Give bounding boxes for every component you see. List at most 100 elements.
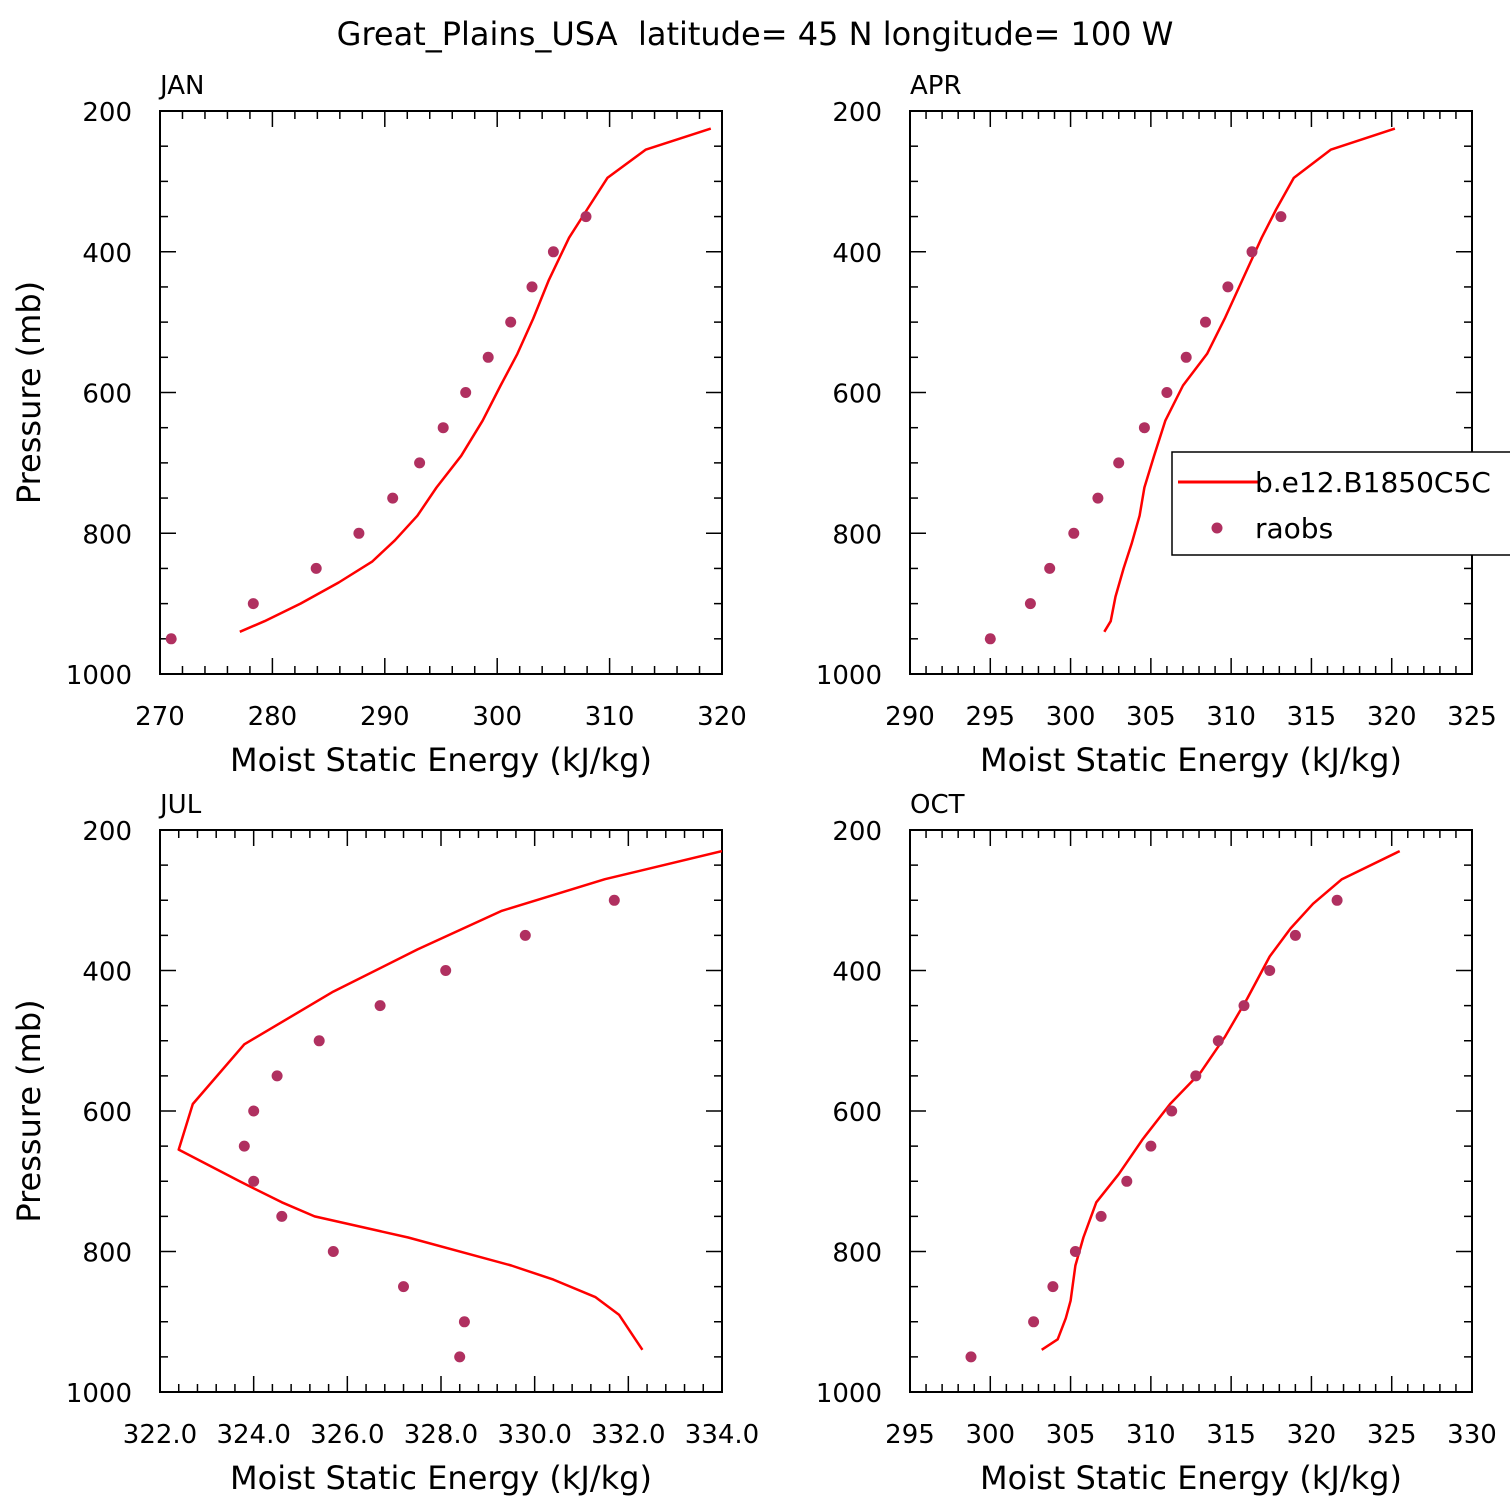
x-tick-label: 290 — [360, 702, 410, 732]
x-tick-label: 280 — [248, 702, 298, 732]
obs-data-point — [1222, 281, 1234, 293]
obs-data-point — [482, 351, 494, 363]
obs-data-point — [1069, 1246, 1081, 1257]
obs-data-point — [1200, 316, 1211, 328]
model-series-line — [1041, 849, 1401, 1351]
obs-data-point — [1121, 1175, 1133, 1187]
obs-data-point — [1145, 1140, 1157, 1152]
x-tick-label: 326.0 — [310, 1420, 384, 1450]
x-tick-label: 300 — [965, 1420, 1015, 1450]
y-axis-label: Pressure (mb) — [10, 281, 48, 504]
x-tick-label: 320 — [1287, 1420, 1337, 1450]
panel-apr: 290 295 300 305 310 315 320 325 200 400 600 800 1000… — [816, 71, 1497, 779]
x-tick-label: 320 — [697, 702, 747, 732]
plot-data — [177, 849, 722, 1363]
plot-frame — [159, 110, 723, 675]
y-tick-label: 400 — [82, 958, 132, 988]
y-tick-label: 800 — [82, 520, 132, 550]
obs-data-point — [310, 562, 322, 574]
x-tick-label: 322.0 — [123, 1420, 197, 1450]
y-tick-label: 600 — [832, 380, 882, 410]
model-series-line — [1103, 127, 1396, 633]
legend-box — [1171, 451, 1510, 556]
y-tick-label: 1000 — [816, 1379, 882, 1409]
panel-label: APR — [910, 71, 962, 101]
obs-data-point — [1212, 1035, 1224, 1047]
y-tick-label: 200 — [82, 98, 132, 128]
x-tick-label: 290 — [885, 702, 935, 732]
obs-data-point — [519, 929, 531, 941]
x-tick-label: 325 — [1447, 702, 1497, 732]
obs-data-point — [271, 1070, 283, 1082]
x-tick-label: 300 — [472, 702, 522, 732]
y-tick-label: 1000 — [66, 661, 132, 691]
x-axis-label: Moist Static Energy (kJ/kg) — [230, 741, 652, 779]
x-tick-label: 334.0 — [685, 1420, 759, 1450]
obs-data-point — [1161, 387, 1173, 398]
obs-data-point — [387, 492, 399, 504]
obs-data-point — [276, 1210, 288, 1222]
y-tick-label: 1000 — [816, 661, 882, 691]
y-tick-label: 800 — [832, 520, 882, 550]
obs-data-point — [374, 1000, 386, 1012]
x-axis-label: Moist Static Energy (kJ/kg) — [980, 741, 1402, 779]
y-tick-label: 200 — [82, 817, 132, 847]
y-tick-label: 200 — [832, 98, 882, 128]
panels: 270 280 290 300 310 320 200 400 600 800 1000 JAN Moi… — [10, 71, 1497, 1497]
obs-data-point — [547, 246, 559, 258]
obs-data-point — [1044, 562, 1056, 574]
plot-frame — [909, 829, 1473, 1393]
y-tick-label: 600 — [82, 1098, 132, 1128]
obs-data-point — [505, 316, 517, 328]
plot-data — [165, 127, 712, 645]
obs-data-point — [1275, 211, 1287, 223]
plot-frame — [909, 110, 1473, 675]
x-tick-label: 305 — [1046, 1420, 1096, 1450]
model-series-line — [177, 849, 722, 1351]
legend: b.e12.B1850C5C raobs — [1171, 451, 1510, 556]
x-tick-label: 300 — [1046, 702, 1096, 732]
obs-data-point — [1095, 1210, 1107, 1222]
obs-data-point — [1028, 1316, 1040, 1328]
obs-data-point — [1113, 457, 1125, 469]
panel-label: OCT — [910, 790, 965, 820]
x-tick-label: 305 — [1126, 702, 1176, 732]
y-tick-label: 1000 — [66, 1379, 132, 1409]
legend-obs-marker-swatch — [1211, 522, 1223, 534]
x-tick-label: 310 — [1206, 702, 1256, 732]
panel-jul: 322.0 324.0 326.0 328.0 330.0 332.0 334.0 200 40… — [10, 790, 759, 1497]
obs-data-point — [1068, 527, 1080, 539]
x-tick-label: 295 — [965, 702, 1015, 732]
legend-model-label: b.e12.B1850C5C — [1255, 466, 1491, 499]
x-tick-label: 325 — [1367, 1420, 1417, 1450]
plot-data — [965, 849, 1401, 1363]
x-tick-label: 270 — [135, 702, 185, 732]
obs-data-point — [165, 633, 177, 645]
obs-data-point — [1264, 965, 1276, 976]
x-tick-label: 310 — [585, 702, 635, 732]
figure-title: Great_Plains_USA latitude= 45 N longitud… — [337, 15, 1174, 53]
x-tick-label: 328.0 — [404, 1420, 478, 1450]
y-tick-label: 200 — [832, 817, 882, 847]
obs-data-point — [1289, 929, 1301, 941]
y-tick-label: 600 — [82, 380, 132, 410]
obs-data-point — [1238, 1000, 1250, 1012]
obs-data-point — [984, 633, 996, 645]
obs-data-point — [440, 965, 452, 976]
plot-data — [984, 127, 1396, 645]
obs-data-point — [454, 1351, 466, 1363]
obs-data-point — [1047, 1281, 1059, 1293]
y-axis-label: Pressure (mb) — [10, 999, 48, 1222]
obs-data-point — [1024, 598, 1036, 610]
obs-data-point — [1246, 246, 1258, 258]
obs-data-point — [1180, 351, 1192, 363]
x-tick-label: 295 — [885, 1420, 935, 1450]
obs-data-point — [1190, 1070, 1202, 1082]
y-tick-label: 400 — [832, 958, 882, 988]
obs-data-point — [580, 211, 592, 223]
panel-label: JUL — [158, 790, 202, 820]
obs-data-point — [398, 1281, 409, 1293]
x-tick-label: 332.0 — [591, 1420, 665, 1450]
x-tick-label: 324.0 — [216, 1420, 290, 1450]
